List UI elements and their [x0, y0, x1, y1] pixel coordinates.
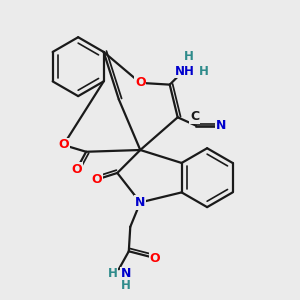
Text: O: O: [150, 252, 160, 265]
Text: O: O: [92, 173, 102, 186]
Text: H: H: [184, 50, 194, 63]
Text: N: N: [135, 196, 146, 209]
Text: H: H: [199, 64, 209, 78]
Text: NH: NH: [175, 64, 195, 78]
Text: N: N: [216, 119, 226, 132]
Text: C: C: [190, 110, 199, 123]
Text: H: H: [108, 267, 118, 280]
Text: O: O: [71, 163, 82, 176]
Text: N: N: [121, 267, 131, 280]
Text: O: O: [135, 76, 146, 89]
Text: O: O: [58, 139, 69, 152]
Text: H: H: [121, 279, 131, 292]
